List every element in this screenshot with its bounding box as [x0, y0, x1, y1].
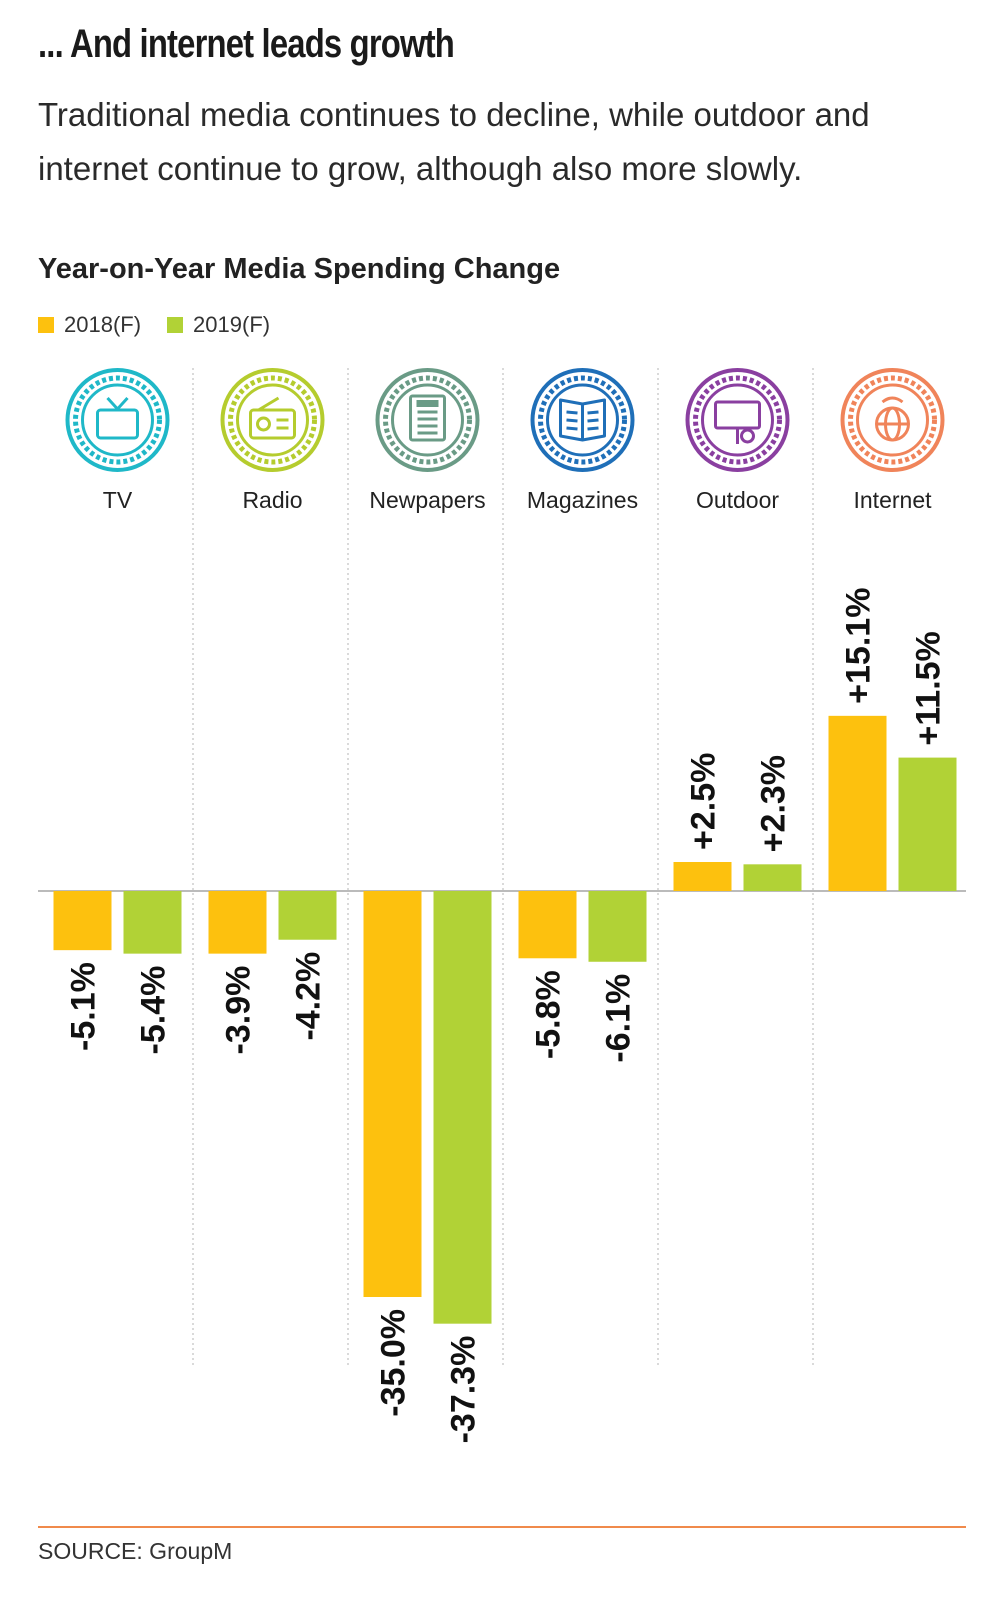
source-note: SOURCE: GroupM	[38, 1538, 233, 1564]
bar-tv-2018	[53, 891, 112, 951]
value-label: -4.2%	[290, 952, 328, 1041]
category-icon-newspaper	[375, 368, 480, 472]
legend-item-2019: 2019(F)	[167, 312, 270, 338]
value-label: -3.9%	[220, 966, 258, 1055]
icon-pattern-band	[73, 375, 162, 465]
radio-icon	[220, 368, 325, 472]
newspaper-masthead	[416, 400, 439, 407]
billboard-badge	[740, 428, 755, 444]
category-label: Outdoor	[696, 487, 779, 513]
newspaper-page	[409, 394, 446, 442]
icon-pattern-band	[383, 375, 472, 465]
legend-swatch-2018	[38, 317, 54, 333]
magazine-line	[566, 418, 578, 423]
magazine-line	[587, 426, 599, 431]
category-label: Magazines	[527, 487, 638, 513]
headline: ... And internet leads growth	[38, 22, 455, 66]
chart-title: Year-on-Year Media Spending Change	[38, 253, 561, 285]
icon-inner-ring	[701, 383, 774, 457]
bar-magazines-2018	[518, 891, 577, 959]
category-label: Internet	[854, 487, 933, 513]
value-label: +15.1%	[840, 588, 878, 704]
category-icon-billboard	[685, 368, 790, 472]
legend-label-2018: 2018(F)	[64, 312, 142, 337]
icon-outer-ring	[220, 368, 325, 472]
magazine-line	[587, 418, 599, 423]
billboard-icon	[685, 368, 790, 472]
bar-internet-2019	[898, 757, 957, 891]
category-icon-globe	[840, 368, 945, 472]
legend: 2018(F) 2019(F)	[38, 312, 270, 338]
magazine-line	[566, 426, 578, 431]
bar-outdoor-2019	[743, 864, 802, 891]
value-label: -5.4%	[135, 966, 173, 1055]
value-label: +2.3%	[755, 755, 793, 852]
magazine-line	[587, 410, 599, 415]
icon-outer-ring	[375, 368, 480, 472]
tv-icon	[65, 368, 170, 472]
category-icon-tv	[65, 368, 170, 472]
icon-outer-ring	[685, 368, 790, 472]
bar-outdoor-2018	[673, 862, 732, 891]
icon-inner-ring	[856, 383, 929, 457]
bar-radio-2018	[208, 891, 267, 954]
radio-speaker	[256, 416, 271, 432]
category-label: Newpapers	[369, 487, 485, 513]
icon-inner-ring	[81, 383, 154, 457]
bar-magazines-2019	[588, 891, 647, 962]
category-icon-magazine	[530, 368, 635, 472]
icon-outer-ring	[530, 368, 635, 472]
subtitle: Traditional media continues to decline, …	[38, 96, 870, 187]
icon-outer-ring	[65, 368, 170, 472]
value-label: -5.1%	[65, 962, 103, 1051]
globe-icon	[840, 368, 945, 472]
icon-pattern-band	[228, 375, 317, 465]
value-label: -5.8%	[530, 970, 568, 1059]
category-label: Radio	[242, 487, 302, 513]
bar-newpapers-2018	[363, 891, 422, 1297]
value-label: -35.0%	[375, 1309, 413, 1417]
tv-antenna	[106, 396, 129, 411]
legend-label-2019: 2019(F)	[193, 312, 271, 337]
icon-inner-ring	[236, 383, 309, 457]
bar-newpapers-2019	[433, 891, 492, 1324]
icon-pattern-band	[693, 375, 782, 465]
icon-pattern-band	[848, 375, 937, 465]
value-label: -6.1%	[600, 974, 638, 1063]
value-label: +11.5%	[910, 631, 948, 745]
radio-handle	[257, 396, 280, 412]
legend-item-2018: 2018(F)	[38, 312, 141, 338]
value-label: +2.5%	[685, 753, 723, 850]
icon-pattern-band	[538, 375, 627, 465]
globe-signal	[881, 396, 904, 404]
bar-radio-2019	[278, 891, 337, 940]
bar-internet-2018	[828, 715, 887, 891]
magazine-line	[566, 410, 578, 415]
category-label: TV	[103, 487, 133, 513]
category-icon-radio	[220, 368, 325, 472]
footer-divider	[38, 1526, 966, 1528]
icon-outer-ring	[840, 368, 945, 472]
value-label: -37.3%	[445, 1336, 483, 1444]
radio-body	[249, 408, 296, 440]
magazine-icon	[530, 368, 635, 472]
bar-tv-2019	[123, 891, 182, 954]
legend-swatch-2019	[167, 317, 184, 333]
newspaper-icon	[375, 368, 480, 472]
